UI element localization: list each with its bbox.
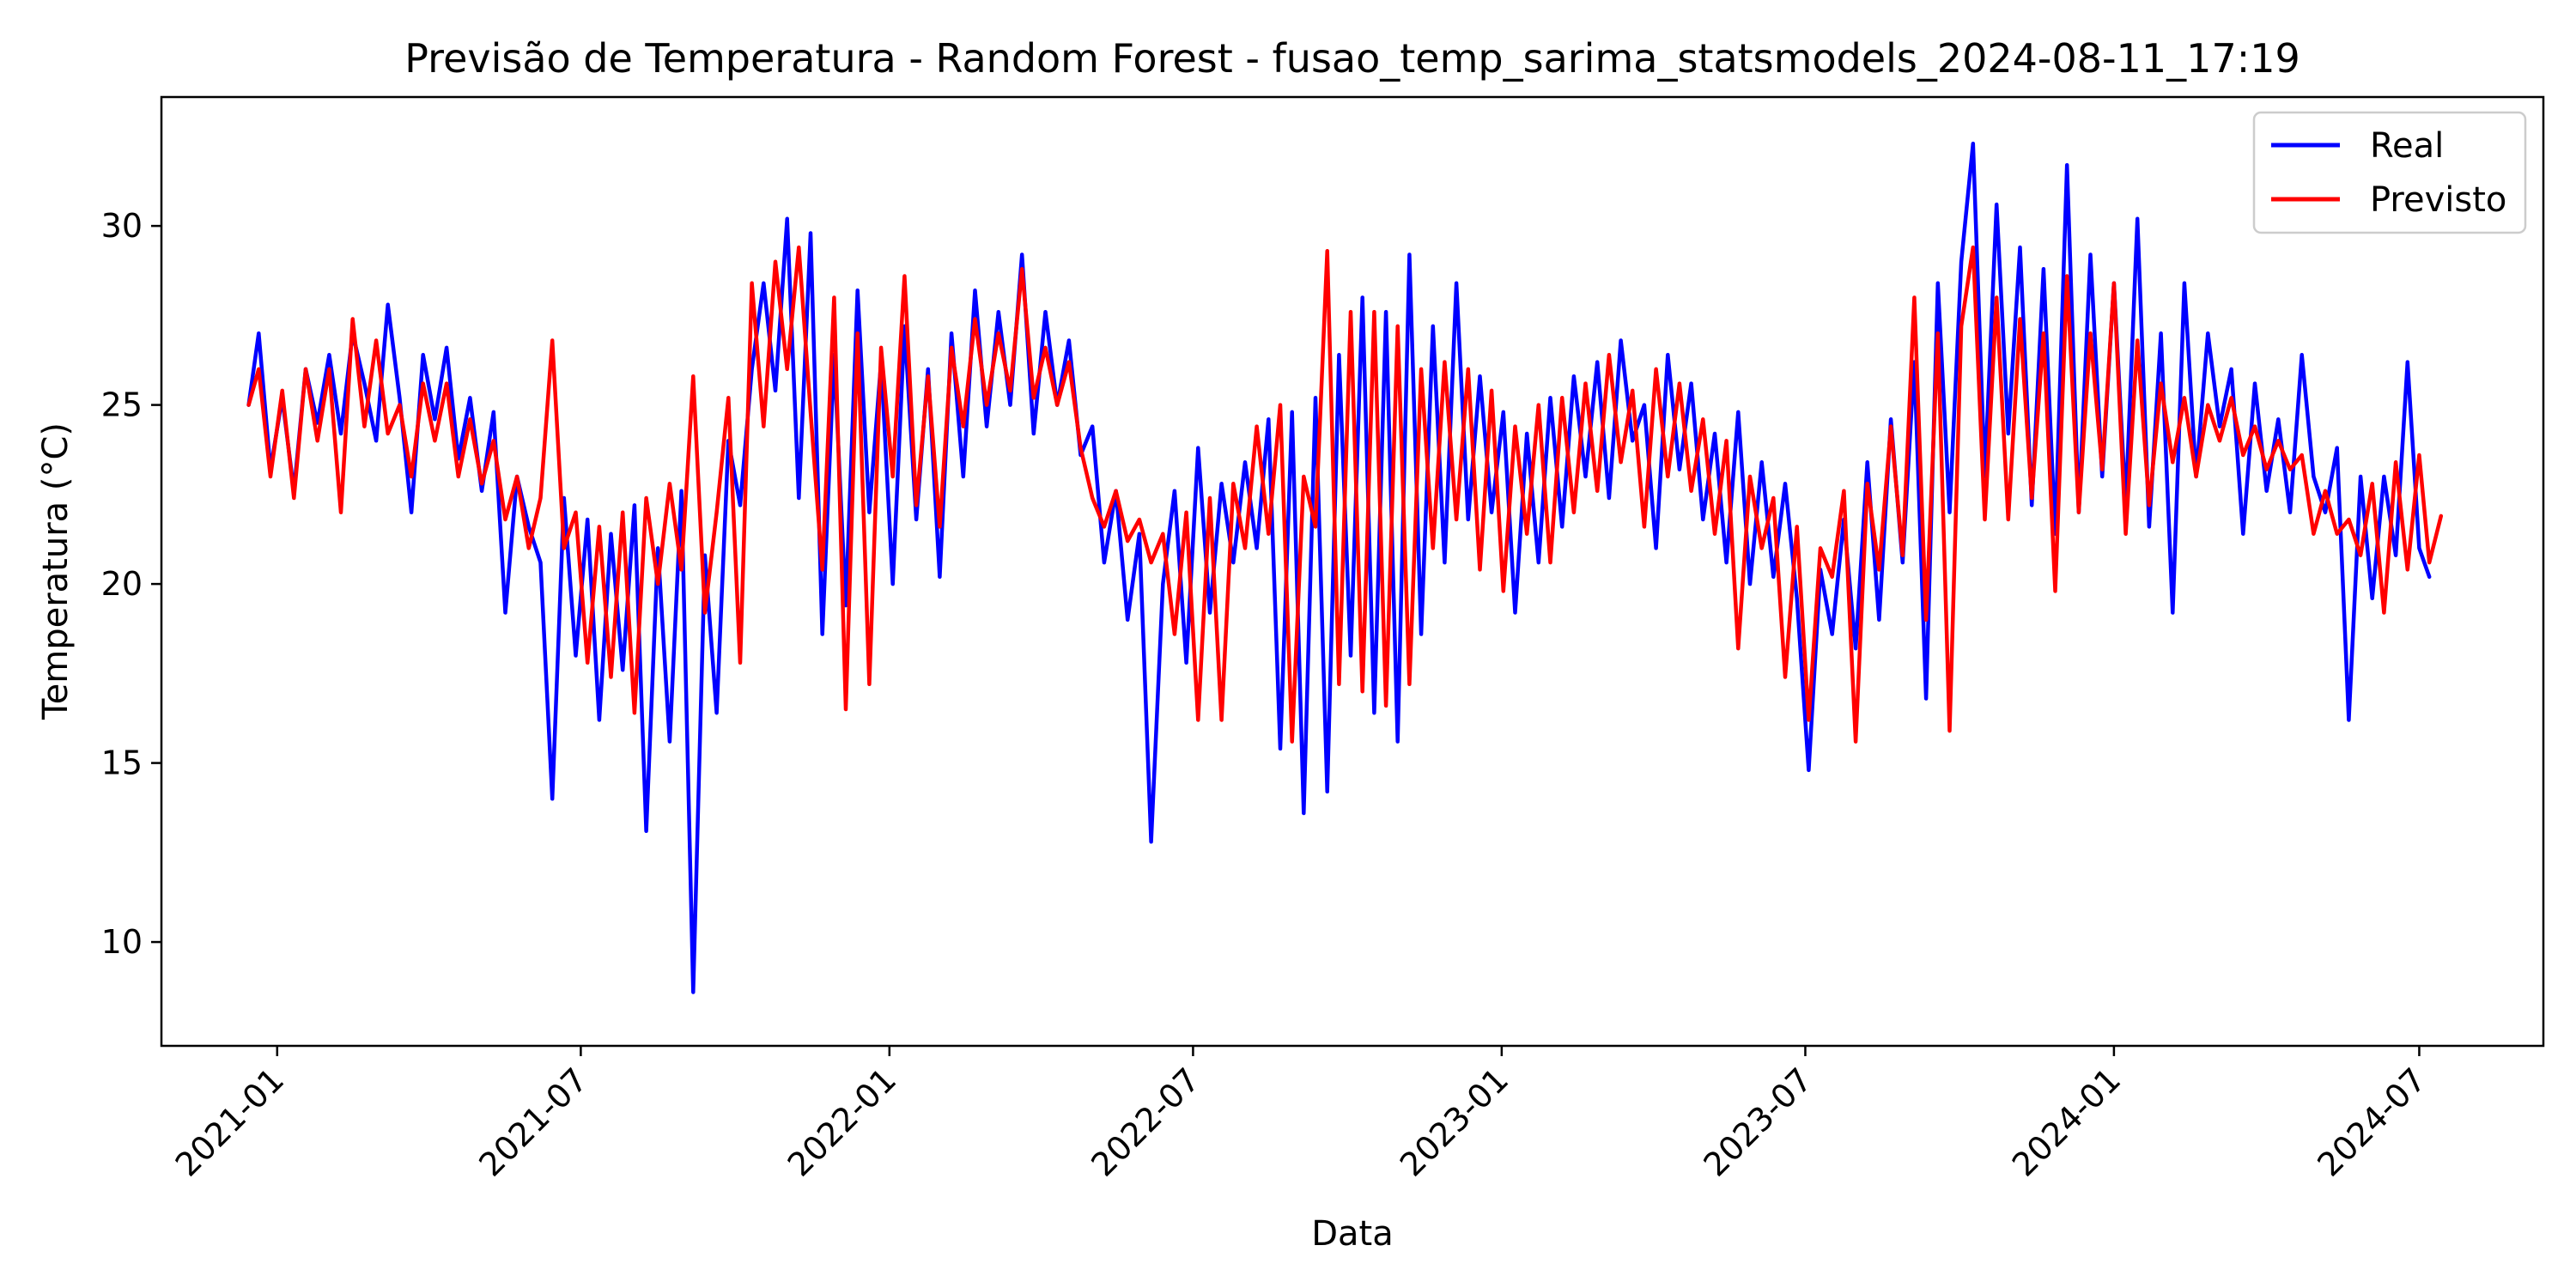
x-axis-label: Data <box>1311 1214 1394 1254</box>
legend-label-previsto: Previsto <box>2370 180 2506 220</box>
y-tick-label: 15 <box>101 744 143 782</box>
legend-frame <box>2252 111 2527 234</box>
series-line-previsto <box>246 245 2444 744</box>
y-tick-label: 30 <box>101 207 143 245</box>
chart-title: Previsão de Temperatura - Random Forest … <box>404 35 2300 82</box>
series-line-real <box>246 141 2432 994</box>
y-axis: 10 15 20 25 30 <box>101 207 161 961</box>
series-layer <box>246 141 2444 994</box>
y-tick-label: 10 <box>101 923 143 961</box>
y-tick-label: 25 <box>101 386 143 424</box>
plot-frame <box>160 95 2545 1048</box>
legend: Real Previsto <box>2252 111 2527 234</box>
legend-label-real: Real <box>2370 126 2444 166</box>
y-axis-label: Temperatura (°C) <box>36 422 76 720</box>
y-tick-label: 20 <box>101 565 143 603</box>
